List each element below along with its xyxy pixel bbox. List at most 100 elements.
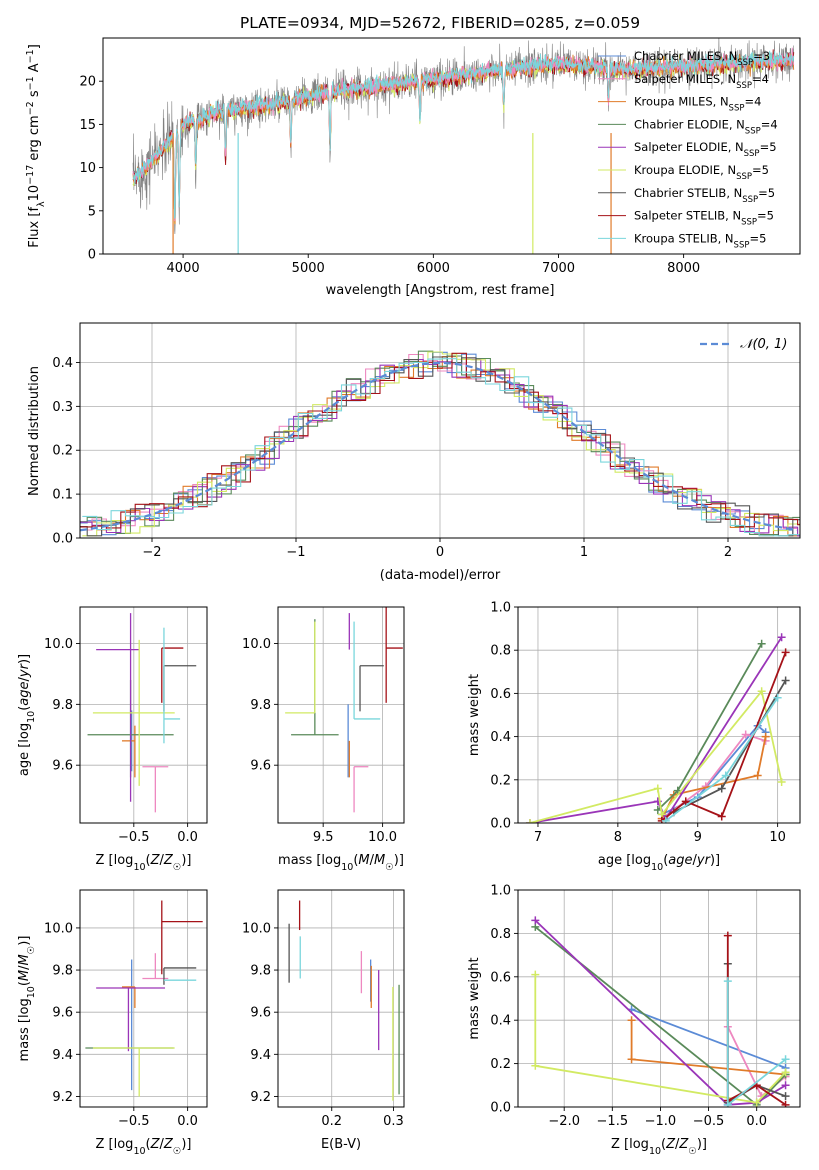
- data-point: [752, 1098, 761, 1107]
- x-tick-label: 0.0: [746, 1114, 767, 1129]
- x-tick-label: 9.5: [313, 830, 334, 845]
- x-tick-label: 0.0: [177, 1114, 198, 1129]
- y-tick-label: 0.6: [490, 970, 511, 985]
- y-tick-label: 15: [79, 118, 96, 133]
- y-tick-label: 9.4: [52, 1048, 73, 1063]
- legend: Chabrier MILES, NSSP=3 Salpeter MILES, NS…: [598, 49, 778, 250]
- y-tick-label: 9.6: [52, 1006, 73, 1021]
- data-point: [721, 771, 730, 780]
- x-axis-label: mass [log10(M/M☉)]: [278, 853, 404, 873]
- x-tick-label: 7000: [542, 261, 575, 276]
- axes-frame: [277, 889, 405, 1108]
- y-tick-label: 10: [79, 161, 96, 176]
- x-axis-label: E(B-V): [321, 1137, 361, 1152]
- data-point: [723, 931, 732, 940]
- errorbar-salpeter-elodie: [96, 613, 140, 802]
- legend-label: 𝒩(0, 1): [740, 337, 787, 352]
- errorbar-chabrier-stelib: [359, 665, 384, 712]
- data-point: [525, 819, 534, 823]
- x-tick-label: −2.0: [548, 1114, 580, 1129]
- y-tick-label: 0.0: [490, 1101, 511, 1116]
- x-tick-label: 8: [614, 830, 622, 845]
- errorbar-salpeter-stelib: [385, 607, 403, 703]
- plot-area-spectrum: [132, 38, 795, 254]
- data-point: [781, 648, 790, 657]
- x-tick-label: −0.5: [118, 830, 150, 845]
- y-axis-label: mass [log10(M/M☉)]: [17, 936, 37, 1062]
- series-line: [529, 636, 783, 823]
- x-tick-label: −1.0: [645, 1114, 677, 1129]
- y-tick-label: 10.0: [44, 637, 73, 652]
- errorbar-salpeter-stelib: [161, 900, 203, 975]
- legend-label: Salpeter ELODIE, NSSP=5: [634, 140, 777, 159]
- plot-area-age_vs_mass: [285, 607, 403, 813]
- data-point: [627, 1016, 636, 1025]
- data-point: [781, 1092, 790, 1101]
- x-tick-label: 7: [534, 830, 542, 845]
- histogram-salpeter-elodie: [80, 358, 800, 537]
- errorbar-salpeter-elodie: [96, 987, 166, 1052]
- axes-spectrum: 4000 5000 6000 7000 8000 0 5 10 15 20 wavelength […: [25, 37, 801, 298]
- y-tick-label: 0.1: [52, 488, 73, 503]
- y-tick-label: 0.4: [490, 730, 511, 745]
- axes-age_vs_Z: −0.5 0.0 9.6 9.8 10.0 Z [log10(Z/Z☉)] age [log…: [17, 606, 208, 873]
- x-tick-label: −0.5: [118, 1114, 150, 1129]
- errorbar-kroupa-stelib: [353, 621, 381, 720]
- plot-area-mass_vs_Z: [85, 900, 203, 1097]
- errorbar-kroupa-miles: [121, 725, 136, 778]
- y-tick-label: 0.2: [490, 1057, 511, 1072]
- histogram-kroupa-stelib: [82, 358, 800, 537]
- x-tick-label: 4000: [167, 261, 200, 276]
- data-point: [531, 916, 540, 925]
- series-line: [534, 974, 787, 1104]
- series-line: [529, 689, 783, 823]
- y-tick-label: 0.8: [490, 644, 511, 659]
- axes-weight_vs_Z: −2.0 −1.5 −1.0 −0.5 0.0 0.0 0.2 0.4 0.6 0.8 1.0 Z […: [467, 884, 801, 1157]
- y-tick-label: 5: [88, 204, 96, 219]
- axes-residuals: −2 −1 0 1 2 0.0 0.1 0.2 0.3 0.4 𝒩(0, 1) (data-model…: [27, 322, 801, 583]
- y-tick-label: 9.2: [52, 1090, 73, 1105]
- histogram-kroupa-elodie: [82, 351, 800, 537]
- series-chabrier-elodie: [653, 639, 766, 815]
- data-point: [627, 1055, 636, 1064]
- legend-label: Chabrier MILES, NSSP=3: [634, 49, 770, 68]
- errorbar-kroupa-elodie: [92, 639, 175, 786]
- data-point: [757, 687, 766, 696]
- data-point: [717, 784, 726, 793]
- series-line: [631, 1008, 786, 1069]
- x-tick-label: −1.5: [597, 1114, 629, 1129]
- axes-frame: [79, 606, 208, 824]
- y-tick-label: 10.0: [44, 921, 73, 936]
- data-point: [781, 1081, 790, 1090]
- errorbar-kroupa-elodie: [285, 621, 316, 714]
- legend-label: Kroupa MILES, NSSP=4: [634, 95, 761, 114]
- axes-frame: [517, 889, 801, 1108]
- series-kroupa-elodie: [531, 970, 790, 1107]
- histogram-salpeter-stelib: [80, 352, 800, 529]
- data-point: [777, 777, 786, 786]
- data-point: [781, 1055, 790, 1064]
- y-axis-label: mass weight: [467, 957, 482, 1039]
- axes-frame: [517, 606, 801, 824]
- x-axis-label: Z [log10(Z/Z☉)]: [611, 1137, 707, 1157]
- data-point: [531, 970, 540, 979]
- figure-title: PLATE=0934, MJD=52672, FIBERID=0285, z=0…: [240, 14, 640, 32]
- plot-area-mass_vs_EBV: [288, 900, 400, 1101]
- data-point: [777, 633, 786, 642]
- y-tick-label: 0.4: [490, 1014, 511, 1029]
- legend-label: Kroupa ELODIE, NSSP=5: [634, 163, 769, 182]
- axes-mass_vs_EBV: 0.2 0.3 9.2 9.4 9.6 9.8 10.0 E(B-V): [242, 889, 405, 1152]
- x-tick-label: 9: [694, 830, 702, 845]
- data-point: [781, 1068, 790, 1077]
- x-axis-label: wavelength [Angstrom, rest frame]: [326, 283, 555, 298]
- series-kroupa-stelib: [661, 693, 782, 823]
- y-tick-label: 0.2: [52, 444, 73, 459]
- y-axis-label: Flux [fλ10−17 erg cm−2 s−1 A−1]: [25, 44, 47, 248]
- model-spectrum-kroupa-stelib: [132, 50, 795, 219]
- y-tick-label: 10.0: [242, 637, 271, 652]
- data-point: [773, 693, 782, 702]
- x-tick-label: 10: [769, 830, 786, 845]
- y-tick-label: 20: [79, 75, 96, 90]
- data-point: [531, 1061, 540, 1070]
